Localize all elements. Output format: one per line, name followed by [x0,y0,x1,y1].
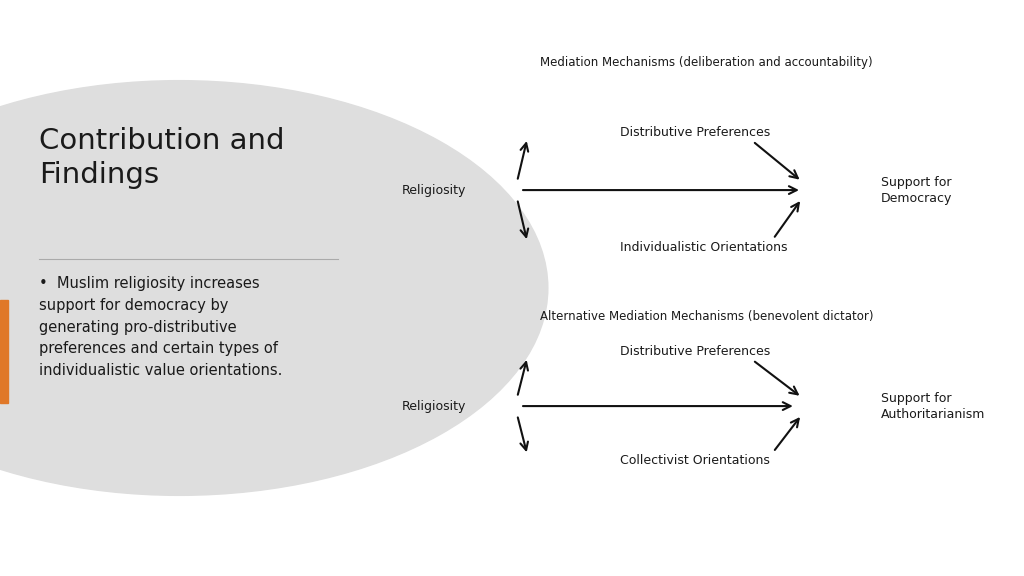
Text: Alternative Mediation Mechanisms (benevolent dictator): Alternative Mediation Mechanisms (benevo… [540,309,873,323]
Text: Individualistic Orientations: Individualistic Orientations [620,241,787,254]
Text: Mediation Mechanisms (deliberation and accountability): Mediation Mechanisms (deliberation and a… [541,56,872,69]
Text: Support for
Authoritarianism: Support for Authoritarianism [881,392,985,420]
Text: Religiosity: Religiosity [401,184,466,196]
Text: •  Muslim religiosity increases
support for democracy by
generating pro-distribu: • Muslim religiosity increases support f… [39,276,283,378]
Text: Distributive Preferences: Distributive Preferences [620,345,770,358]
Bar [0,300,8,403]
Text: Religiosity: Religiosity [401,400,466,412]
Text: Contribution and
Findings: Contribution and Findings [39,127,285,190]
Text: Collectivist Orientations: Collectivist Orientations [620,454,769,467]
Text: Distributive Preferences: Distributive Preferences [620,126,770,139]
Circle shape [0,81,548,495]
Text: Support for
Democracy: Support for Democracy [881,176,952,204]
